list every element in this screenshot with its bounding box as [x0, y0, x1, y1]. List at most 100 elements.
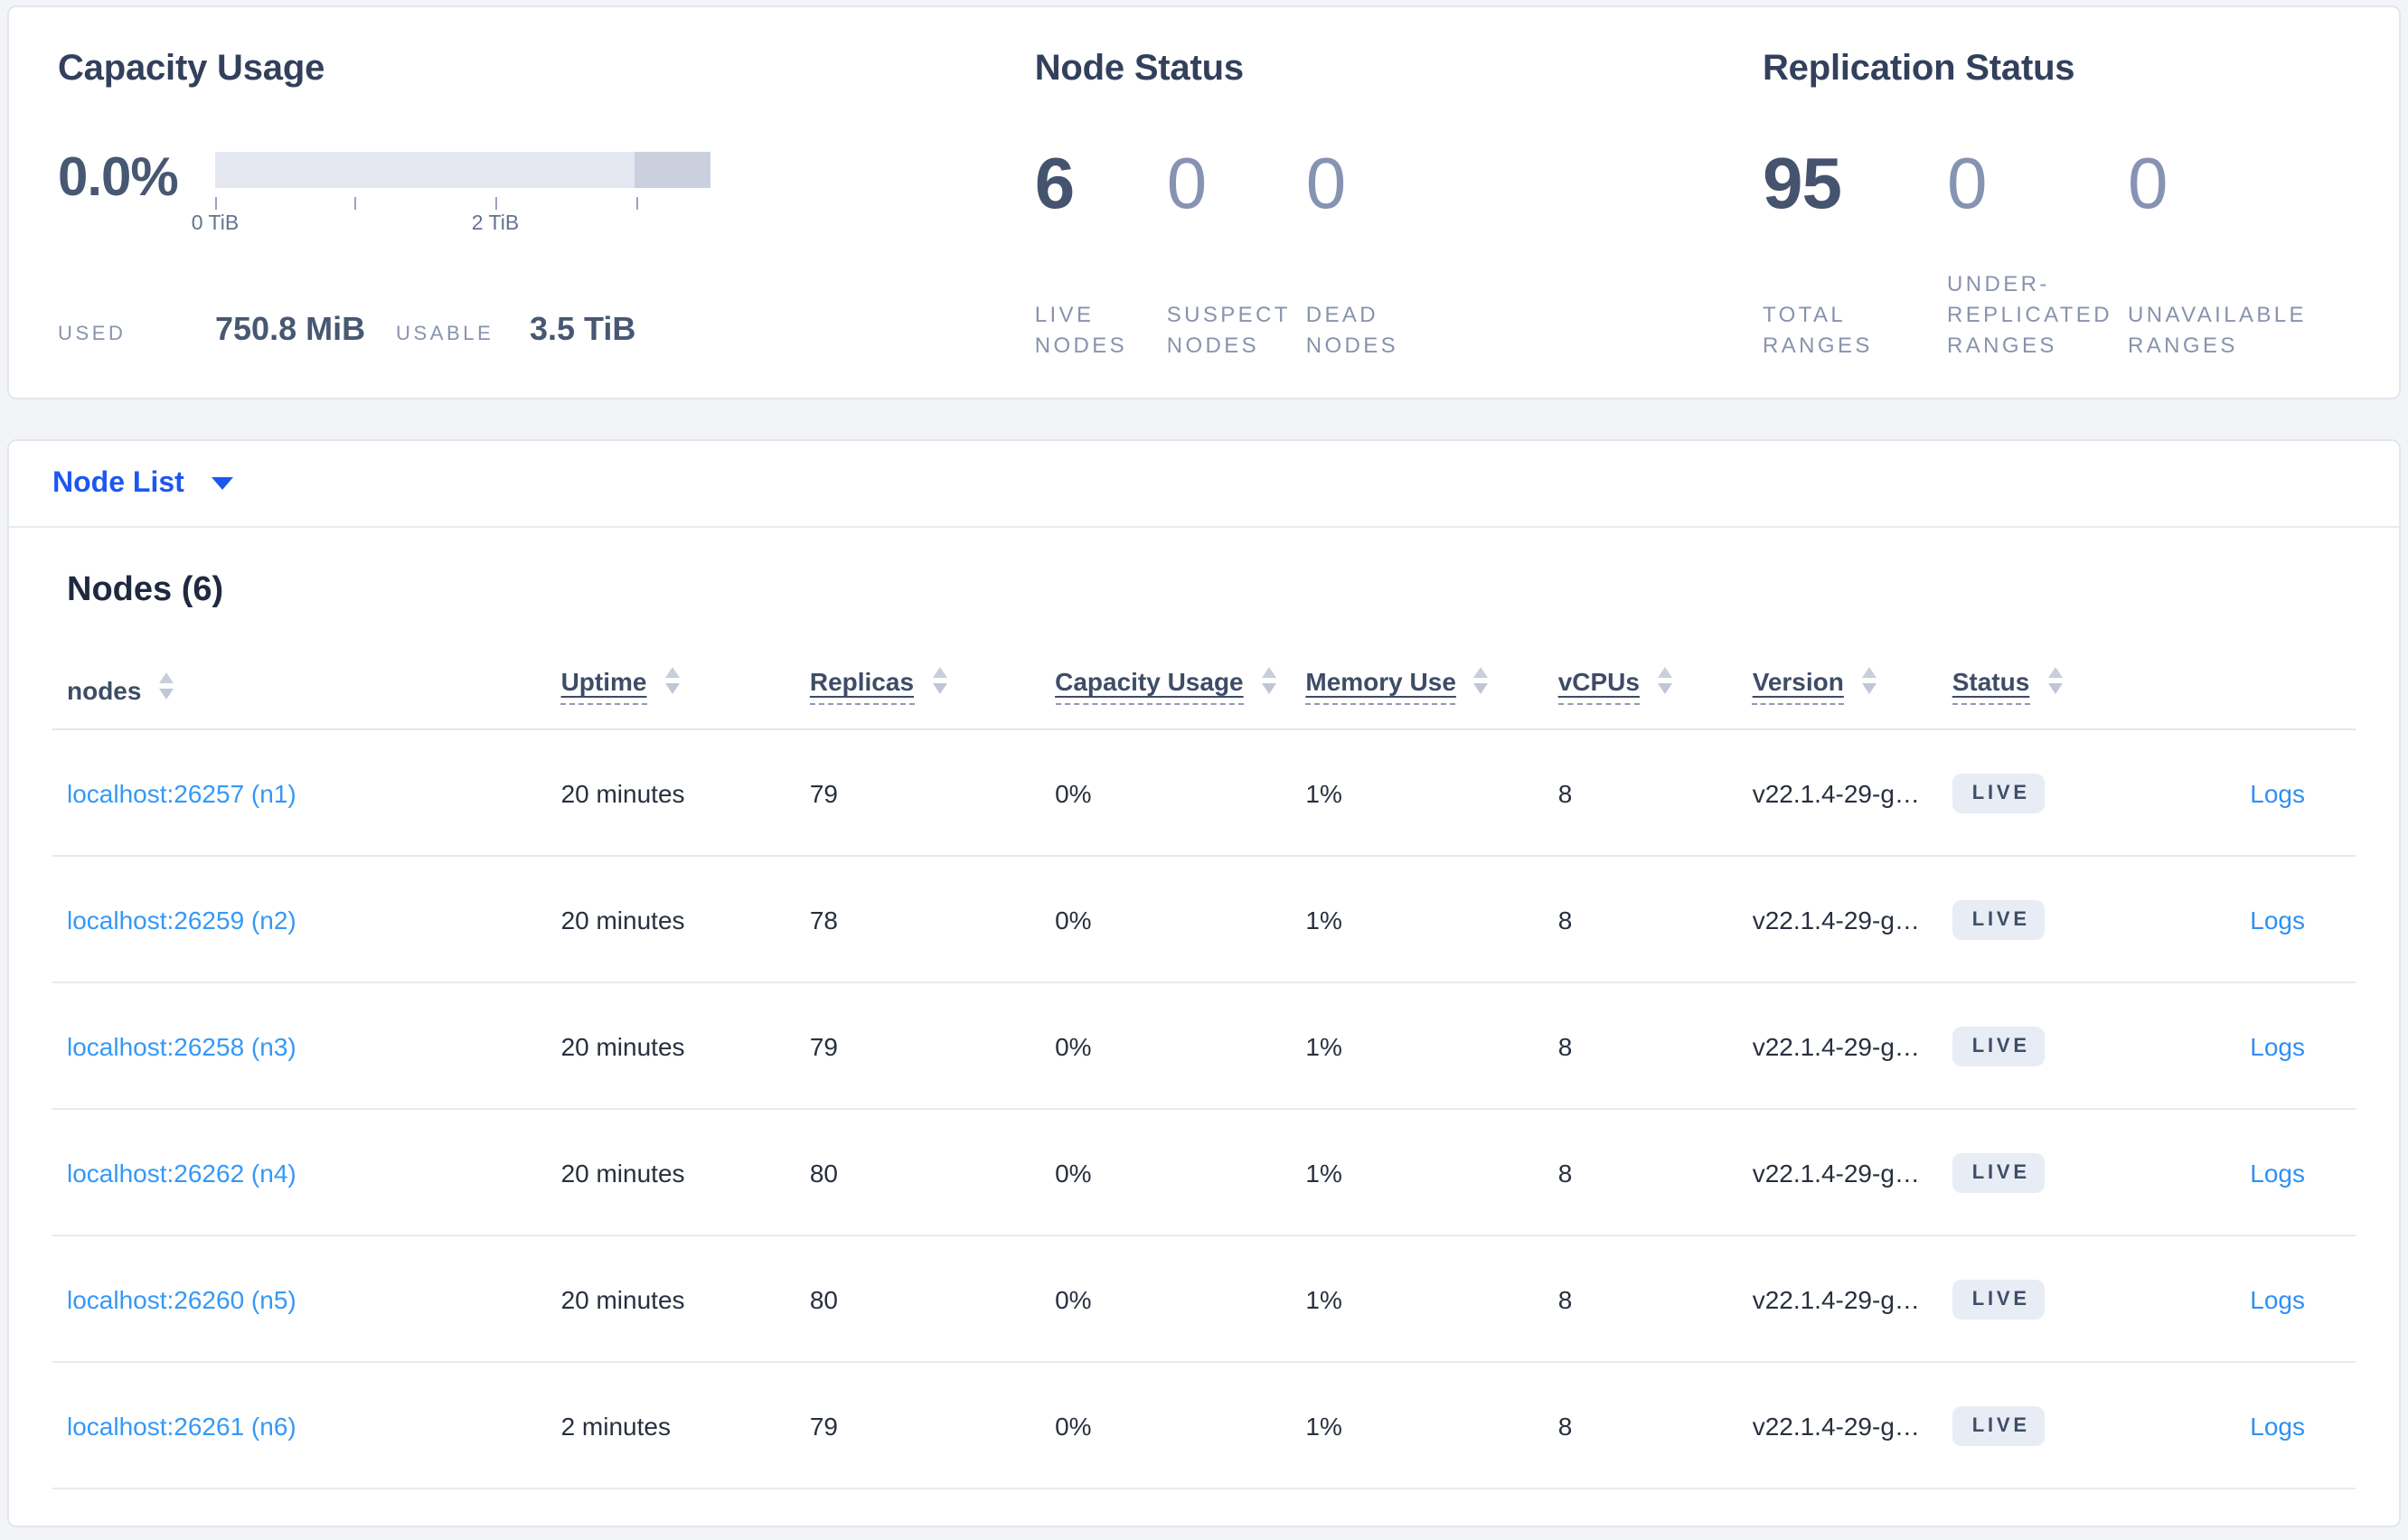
capacity-axis-tick [636, 197, 638, 210]
capacity-usage-bar-chart: 0 TiB 2 TiB [192, 152, 710, 235]
logs-link[interactable]: Logs [2250, 1411, 2305, 1440]
version-cell: v22.1.4-29-g… [1737, 856, 1938, 983]
sort-up-icon [1261, 667, 1276, 678]
logs-link-cell: Logs [2130, 982, 2356, 1110]
column-header-replicas[interactable]: Replicas [795, 627, 1041, 730]
nodes-table-wrap: Nodes (6) nodes Uptime Replicas Capacity Us… [9, 569, 2399, 1489]
logs-link[interactable]: Logs [2250, 1158, 2305, 1187]
replicas-cell: 79 [795, 729, 1041, 857]
capacity-axis-tick-label: 2 TiB [471, 213, 520, 235]
column-header-nodes[interactable]: nodes [52, 627, 547, 730]
column-header-version[interactable]: Version [1737, 627, 1938, 730]
summary-stat: 0 UNDER-REPLICATED RANGES [1947, 145, 2128, 362]
status-badge: LIVE [1952, 1026, 2045, 1066]
sort-down-icon [932, 683, 947, 694]
sort-arrows-icon[interactable] [932, 667, 947, 694]
capacity-bar-track [215, 152, 710, 188]
summary-stat-label: UNDER-REPLICATED RANGES [1947, 271, 2112, 358]
replicas-cell: 79 [795, 982, 1041, 1110]
nodes-heading: Nodes (6) [67, 571, 224, 609]
logs-link-cell: Logs [2130, 729, 2356, 857]
sort-down-icon [159, 688, 174, 699]
column-header-uptime[interactable]: Uptime [546, 627, 795, 730]
summary-stat-value: 6 [1034, 145, 1076, 224]
uptime-cell: 20 minutes [546, 982, 795, 1110]
used-label: USED [58, 324, 127, 345]
summary-stat: 0 SUSPECT NODES [1167, 145, 1306, 362]
sort-down-icon [1473, 683, 1489, 694]
status-badge: LIVE [1952, 1152, 2045, 1192]
capacity-used-usable-row: USED 750.8 MiB USABLE 3.5 TiB [58, 311, 1035, 349]
status-badge-cell: LIVE [1937, 856, 2131, 983]
column-header-label: vCPUs [1557, 667, 1640, 705]
summary-stat-label: TOTAL RANGES [1763, 302, 1873, 358]
logs-link[interactable]: Logs [2250, 1031, 2305, 1060]
sort-arrows-icon[interactable] [1473, 667, 1489, 694]
capacity-usage-cell: 0% [1040, 1235, 1292, 1363]
node-address-link-cell: localhost:26262 (n4) [52, 1109, 547, 1236]
vcpus-cell: 8 [1543, 982, 1738, 1110]
version-cell: v22.1.4-29-g… [1737, 982, 1938, 1110]
logs-link[interactable]: Logs [2250, 778, 2305, 807]
summary-stat-value: 95 [1763, 145, 1842, 224]
sort-down-icon [2047, 683, 2063, 694]
node-address-link[interactable]: localhost:26261 (n6) [67, 1411, 296, 1440]
summary-stat: 0 UNAVAILABLE RANGES [2128, 145, 2363, 362]
usable-label: USABLE [396, 324, 494, 345]
capacity-usage-cell: 0% [1040, 729, 1292, 857]
capacity-usage-cell: 0% [1040, 982, 1292, 1110]
sort-arrows-icon[interactable] [1657, 667, 1672, 694]
sort-arrows-icon[interactable] [2047, 667, 2063, 694]
replicas-cell: 80 [795, 1109, 1041, 1236]
summary-stat-value: 0 [2128, 145, 2168, 224]
logs-link-cell: Logs [2130, 856, 2356, 983]
node-address-link[interactable]: localhost:26257 (n1) [67, 778, 296, 807]
column-header-capacity-usage[interactable]: Capacity Usage [1040, 627, 1292, 730]
sort-arrows-icon[interactable] [664, 667, 680, 694]
summary-stat-label: UNAVAILABLE RANGES [2128, 302, 2307, 358]
column-header-status[interactable]: Status [1937, 627, 2131, 730]
status-badge-cell: LIVE [1937, 1109, 2131, 1236]
column-header-vcpus[interactable]: vCPUs [1543, 627, 1738, 730]
sort-up-icon [664, 667, 680, 678]
status-badge-cell: LIVE [1937, 729, 2131, 857]
column-header-label: Version [1752, 667, 1844, 705]
capacity-bar-dark-segment [635, 152, 710, 188]
version-cell: v22.1.4-29-g… [1737, 1109, 1938, 1236]
memory-use-cell: 1% [1291, 1235, 1544, 1363]
node-address-link[interactable]: localhost:26258 (n3) [67, 1031, 296, 1060]
node-address-link-cell: localhost:26261 (n6) [52, 1362, 547, 1489]
table-row: localhost:26258 (n3) 20 minutes 79 0% 1% 8 v22… [52, 982, 2356, 1110]
logs-link[interactable]: Logs [2250, 1284, 2305, 1313]
status-badge: LIVE [1952, 899, 2045, 939]
summary-stat-value: 0 [1166, 145, 1208, 224]
node-list-header: Node List [9, 441, 2399, 528]
node-address-link[interactable]: localhost:26262 (n4) [67, 1158, 296, 1187]
node-address-link[interactable]: localhost:26259 (n2) [67, 905, 296, 934]
capacity-usage-title: Capacity Usage [58, 49, 325, 89]
table-row: localhost:26260 (n5) 20 minutes 80 0% 1% 8 v22… [52, 1235, 2356, 1363]
column-header-label: Uptime [560, 667, 647, 705]
memory-use-cell: 1% [1291, 982, 1544, 1110]
usable-value: 3.5 TiB [530, 311, 636, 347]
summary-stat: 0 DEAD NODES [1306, 145, 1523, 362]
node-list-dropdown[interactable]: Node List [52, 467, 233, 500]
logs-link[interactable]: Logs [2250, 905, 2305, 934]
node-address-link[interactable]: localhost:26260 (n5) [67, 1284, 296, 1313]
node-address-link-cell: localhost:26259 (n2) [52, 856, 547, 983]
sort-arrows-icon[interactable] [159, 671, 174, 699]
replication-status-section: Replication Status 95 TOTAL RANGES 0 UNDER-… [1763, 47, 2363, 362]
capacity-axis-tick-label: 0 TiB [191, 213, 240, 235]
status-badge-cell: LIVE [1937, 982, 2131, 1110]
summary-stat-label: LIVE NODES [1034, 302, 1128, 358]
column-header-memory-use[interactable]: Memory Use [1291, 627, 1544, 730]
replicas-cell: 80 [795, 1235, 1041, 1363]
sort-arrows-icon[interactable] [1861, 667, 1877, 694]
column-header-label: Capacity Usage [1055, 667, 1244, 705]
sort-arrows-icon[interactable] [1261, 667, 1276, 694]
summary-stat-value: 0 [1305, 145, 1347, 224]
sort-up-icon [1861, 667, 1877, 678]
summary-stat: 6 LIVE NODES [1035, 145, 1167, 362]
sort-up-icon [932, 667, 947, 678]
